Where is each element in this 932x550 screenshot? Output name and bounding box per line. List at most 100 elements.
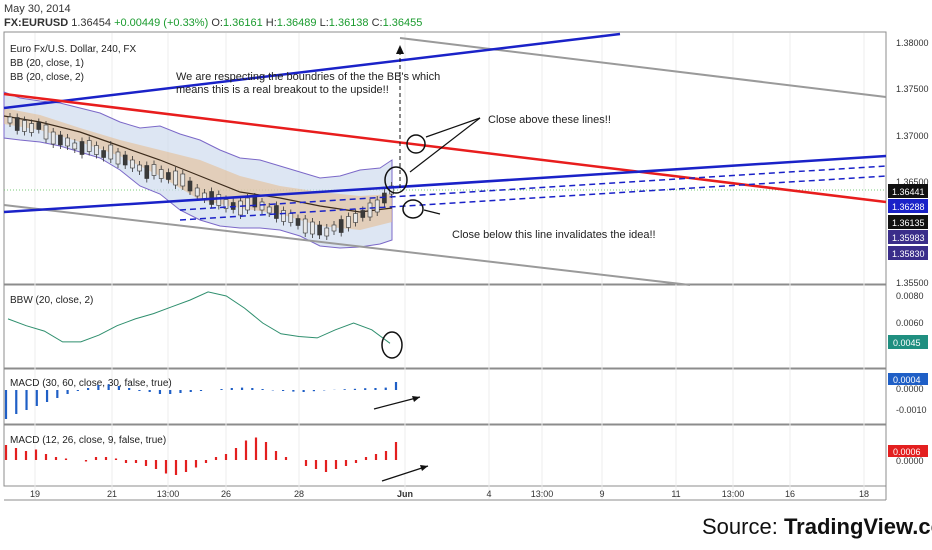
candle-body (245, 197, 250, 211)
candle-body (194, 187, 200, 197)
blue-dashed-lower (179, 175, 887, 221)
source-prefix: Source: (702, 514, 784, 539)
price-tick-label: 1.36500 (896, 177, 929, 187)
low-label: L: (319, 17, 329, 29)
symbol: FX:EURUSD (4, 17, 69, 29)
candle-body (65, 137, 70, 147)
bbw-pane: BBW (20, close, 2) 0.0080 0.0060 0.0045 (7, 291, 928, 359)
price-axis: 1.38000 1.37500 1.37000 1.36500 1.35500 (896, 38, 929, 288)
close-value: 1.36455 (382, 17, 423, 29)
candle-body (274, 205, 279, 219)
bb-inner-band-fill (4, 108, 392, 230)
candle-body (302, 218, 308, 234)
candle-body (36, 122, 42, 130)
chart-canvas[interactable]: Euro Fx/U.S. Dollar, 240, FX BB (20, clo… (0, 0, 932, 512)
source-credit: Source: TradingView.com (702, 514, 932, 540)
time-tick-label: 28 (294, 489, 304, 499)
bb-basis-line (3, 115, 393, 213)
arrow-close-below (423, 209, 441, 215)
source-brand: TradingView.com (783, 514, 932, 539)
macd-tick-label: -0.0010 (896, 405, 927, 415)
macd-value-text: 0.0004 (893, 375, 921, 385)
candle-body (29, 123, 34, 133)
candle-body (353, 213, 358, 223)
candle-body (14, 117, 20, 131)
annotation-close-above: Close above these lines!! (488, 114, 611, 126)
price-label-box (888, 230, 928, 244)
price-pane: Euro Fx/U.S. Dollar, 240, FX BB (20, clo… (3, 32, 929, 288)
candle-body (115, 151, 121, 165)
candle-body (58, 134, 63, 146)
arrow-macd2 (381, 465, 429, 482)
candle-body (144, 165, 150, 179)
price-label-text: 1.36441 (892, 187, 925, 197)
candle-body (295, 218, 301, 226)
time-tick-label: Jun (397, 489, 413, 499)
macd-tick-label: 0.0000 (896, 384, 924, 394)
candle-body (72, 142, 78, 150)
time-tick-label: 4 (486, 489, 491, 499)
price-tick-label: 1.38000 (896, 38, 929, 48)
time-axis: 19 21 13:00 26 28 Jun 4 13:00 9 11 13:00 16 18 (30, 489, 869, 499)
candle-body (94, 145, 99, 155)
arrow-macd1-head (412, 396, 420, 402)
pane-title-price: Euro Fx/U.S. Dollar, 240, FX (10, 44, 136, 55)
candle-body (374, 199, 380, 213)
bbw-value-box (888, 335, 928, 349)
candle-body (360, 210, 366, 218)
gray-channel-top (399, 37, 887, 98)
open-value: 1.36161 (222, 17, 263, 29)
time-tick-label: 9 (599, 489, 604, 499)
price-label-text: 1.35983 (892, 233, 925, 243)
candle-body (310, 221, 315, 235)
candle-body (86, 140, 92, 152)
time-tick-label: 13:00 (531, 489, 554, 499)
candle-body (187, 180, 193, 192)
candle-body (101, 150, 106, 158)
time-tick-label: 21 (107, 489, 117, 499)
bbw-axis: 0.0080 0.0060 0.0045 (888, 291, 928, 349)
candle-body (281, 210, 286, 222)
price-label-text: 1.36288 (892, 202, 925, 212)
candle-body (130, 159, 135, 169)
candle-body (238, 200, 243, 216)
circle-bbw (381, 331, 403, 359)
macd1-bars (4, 382, 398, 419)
candle-body (288, 213, 294, 223)
macd-tick-label: 0.0000 (896, 456, 924, 466)
candle-body (173, 170, 178, 186)
candle-body (223, 199, 229, 209)
candle-body (22, 120, 27, 132)
candle-body (367, 202, 373, 218)
high-value: 1.36489 (276, 17, 317, 29)
candle-body (346, 216, 351, 228)
time-tick-label: 13:00 (157, 489, 180, 499)
low-value: 1.36138 (328, 17, 369, 29)
arrow-close-above-1 (425, 117, 481, 138)
arrow-close-above-2 (409, 117, 481, 173)
circle-breakout-high (406, 134, 426, 154)
circle-invalidation (402, 199, 424, 219)
quote-line: FX:EURUSD 1.36454 +0.00449 (+0.33%) O:1.… (4, 17, 422, 29)
time-tick-label: 11 (671, 489, 680, 499)
high-label: H: (265, 17, 277, 29)
target-arrowhead (396, 45, 404, 54)
macd2-pane: MACD (12, 26, close, 9, false, true) 0.0… (4, 435, 928, 482)
candle-body (317, 224, 322, 236)
gray-channel-bottom (3, 204, 691, 286)
bbw-tick-label: 0.0060 (896, 318, 924, 328)
pane-title-macd2: MACD (12, 26, close, 9, false, true) (10, 435, 166, 446)
candle-body (122, 154, 128, 166)
price-tick-label: 1.35500 (896, 278, 929, 288)
bbw-value-text: 0.0045 (893, 338, 921, 348)
candle-body (216, 194, 222, 206)
macd1-axis: 0.0000 -0.0010 0.0004 (888, 373, 928, 415)
time-tick-label: 19 (30, 489, 40, 499)
price-label-box (888, 215, 928, 229)
candle-body (7, 116, 13, 124)
candle-body (324, 227, 330, 237)
price-label-box (888, 246, 928, 260)
price-tick-label: 1.37000 (896, 131, 929, 141)
candle-body (331, 224, 337, 232)
